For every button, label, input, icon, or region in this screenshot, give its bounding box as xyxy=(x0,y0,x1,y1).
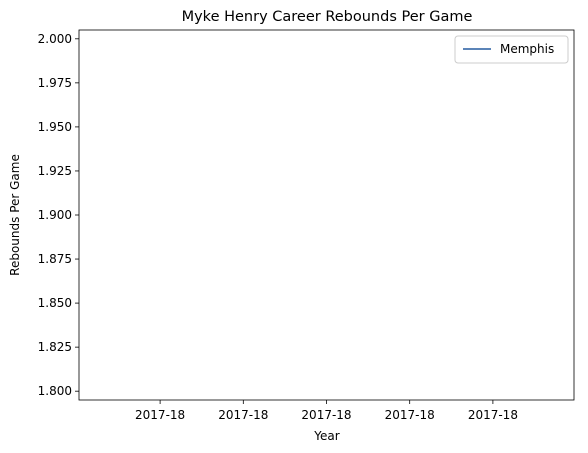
y-tick-label: 1.950 xyxy=(38,120,72,134)
x-tick-label: 2017-18 xyxy=(468,408,518,422)
y-tick-label: 1.975 xyxy=(38,76,72,90)
y-tick-label: 1.800 xyxy=(38,384,72,398)
y-tick-label: 1.850 xyxy=(38,296,72,310)
x-tick-label: 2017-18 xyxy=(135,408,185,422)
x-tick-label: 2017-18 xyxy=(385,408,435,422)
y-tick-label: 2.000 xyxy=(38,32,72,46)
y-axis: 1.800 1.825 1.850 1.875 1.900 1.925 1.950 1.975… xyxy=(38,32,79,398)
y-axis-title: Rebounds Per Game xyxy=(8,154,22,276)
x-tick-label: 2017-18 xyxy=(301,408,351,422)
legend-label-memphis: Memphis xyxy=(500,42,554,56)
legend-box xyxy=(454,35,569,64)
y-tick-label: 1.875 xyxy=(38,252,72,266)
x-axis: 2017-18 2017-18 2017-18 2017-18 2017-18 xyxy=(135,400,518,422)
chart-title: Myke Henry Career Rebounds Per Game xyxy=(182,9,473,25)
x-axis-title: Year xyxy=(313,429,339,443)
y-tick-label: 1.900 xyxy=(38,208,72,222)
legend: Memphis xyxy=(454,35,569,64)
y-tick-label: 1.925 xyxy=(38,164,72,178)
plot-area xyxy=(78,29,575,401)
x-tick-label: 2017-18 xyxy=(218,408,268,422)
y-tick-label: 1.825 xyxy=(38,340,72,354)
